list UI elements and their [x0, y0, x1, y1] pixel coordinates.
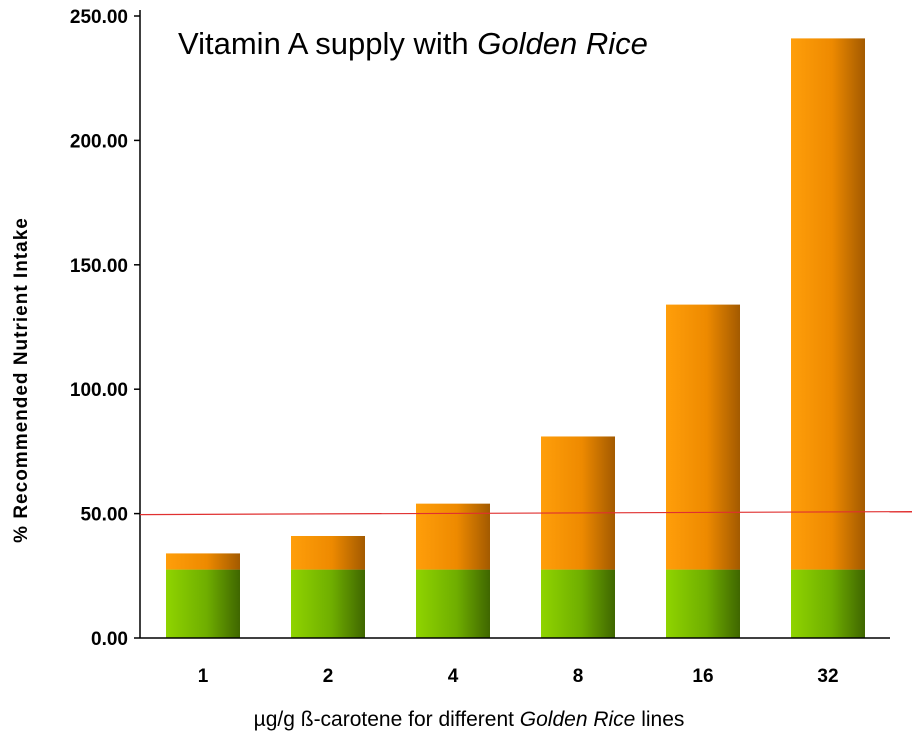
bar-segment-1-32	[791, 569, 865, 638]
y-tick-label: 200.00	[70, 131, 128, 152]
bars-group: 1 2 4 8 16 32	[166, 38, 865, 687]
reference-line	[139, 511, 912, 516]
chart-title-emphasis: Golden Rice	[477, 26, 648, 61]
x-axis-label-emphasis: Golden Rice	[519, 708, 636, 731]
x-axis-label-prefix: µg/g ß-carotene for different	[253, 708, 520, 731]
x-tick-label: 8	[573, 666, 584, 687]
bar-segment-2-16	[666, 304, 740, 570]
bar-segment-2-1	[166, 553, 240, 570]
y-tick-label: 150.00	[70, 256, 128, 277]
bar-segment-2-2	[291, 535, 365, 570]
bar-segment-1-8	[541, 569, 615, 638]
y-tick-label: 100.00	[70, 380, 128, 401]
x-axis-label-suffix: lines	[635, 708, 685, 731]
bar-segment-1-16	[666, 569, 740, 638]
x-tick-label: 2	[323, 666, 334, 687]
bar-segment-1-2	[291, 569, 365, 638]
chart-title: Vitamin A supply with Golden Rice	[178, 26, 648, 62]
x-tick-label: 1	[198, 666, 209, 687]
x-tick-label: 32	[817, 666, 838, 687]
x-axis-label: µg/g ß-carotene for different Golden Ric…	[0, 708, 912, 732]
x-tick-label: 4	[448, 666, 459, 687]
y-tick-label: 0.00	[91, 629, 128, 650]
bar-segment-2-32	[791, 38, 865, 570]
bar-segment-1-1	[166, 569, 240, 638]
bar-segment-2-4	[416, 503, 490, 570]
y-tick-label: 250.00	[70, 7, 128, 28]
axes-group: 0.00 50.00 100.00 150.00 200.00 250.00	[70, 7, 890, 650]
bar-segment-1-4	[416, 569, 490, 638]
reference-line-group	[139, 511, 912, 516]
chart-title-prefix: Vitamin A supply with	[178, 26, 478, 61]
bar-segment-2-8	[541, 436, 615, 570]
x-tick-label: 16	[692, 666, 713, 687]
y-tick-label: 50.00	[80, 505, 128, 526]
